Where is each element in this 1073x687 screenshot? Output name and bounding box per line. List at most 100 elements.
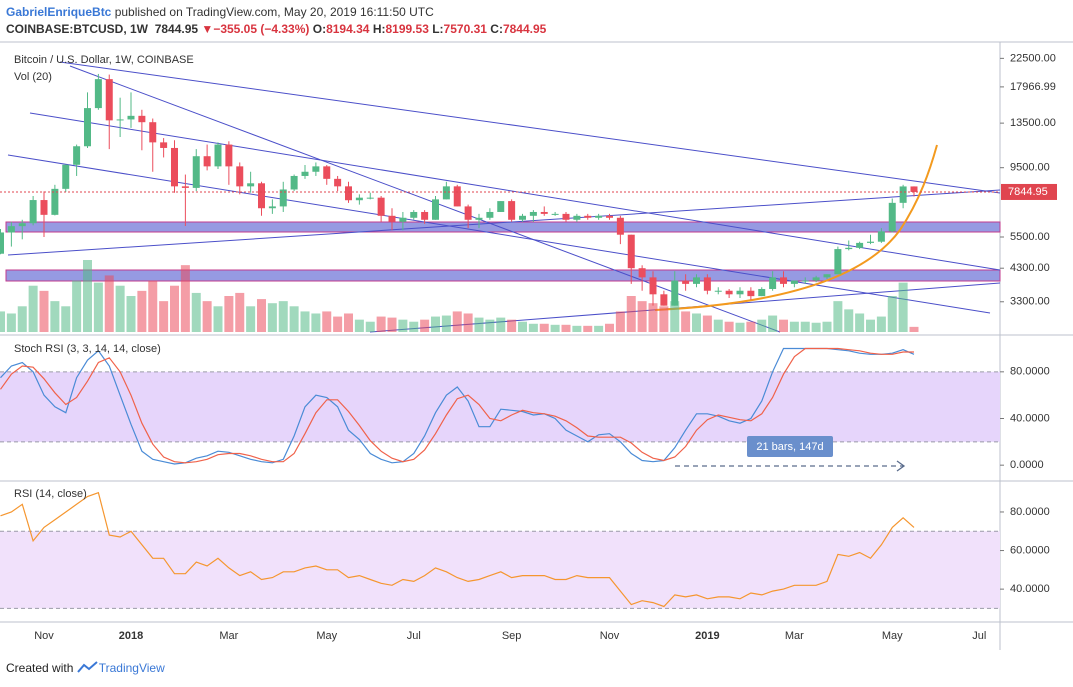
series-line — [0, 347, 915, 465]
candle-body — [0, 232, 4, 254]
y-tick-label: 80.0000 — [1010, 506, 1050, 518]
candle-body — [301, 171, 309, 176]
volume-bar — [659, 306, 669, 332]
volume-bar — [746, 321, 756, 332]
series-line — [0, 347, 914, 464]
volume-bar — [811, 322, 821, 332]
volume-bar — [344, 313, 353, 332]
volume-bar — [420, 319, 430, 332]
logo — [76, 661, 98, 673]
candle-body — [769, 277, 777, 289]
candle-body — [192, 156, 200, 188]
annotation-box — [747, 436, 833, 457]
y-tick-label: 17966.99 — [1010, 81, 1056, 93]
candle-body — [73, 146, 81, 165]
volume-bar — [322, 311, 332, 332]
candle-body — [747, 290, 755, 297]
candle-body — [606, 215, 613, 218]
marks: Nov 2018 Mar May Jul Sep Nov 2019 Mar May Jul 22500… — [0, 52, 1057, 642]
candle-body — [442, 186, 450, 200]
candle-body — [551, 213, 559, 215]
author[interactable]: GabrielEnriqueBtc — [6, 5, 112, 19]
candle-body — [660, 294, 668, 306]
candle-body — [18, 223, 26, 227]
x-tick-label: Mar — [785, 630, 804, 642]
volume-bar — [789, 321, 799, 332]
volume-bar — [833, 301, 843, 332]
y-tick-label: 13500.00 — [1010, 117, 1056, 129]
candle-body — [812, 277, 820, 281]
candle-body — [910, 186, 918, 192]
candle-body — [203, 156, 211, 167]
candle-body — [573, 215, 581, 220]
band — [0, 531, 1000, 609]
y-tick-label: 5500.00 — [1010, 231, 1050, 243]
candle-body — [51, 188, 59, 215]
volume-bar — [17, 306, 27, 332]
volume-bar — [779, 319, 788, 332]
candle-body — [7, 226, 15, 233]
candle-body — [703, 277, 711, 291]
volume-bar — [170, 285, 179, 332]
candle-body — [323, 166, 331, 179]
candle-body — [84, 108, 91, 147]
volume-bar — [191, 292, 201, 332]
volume-bar — [376, 316, 386, 332]
symbol-line: COINBASE:BTCUSD, 1W 7844.95 ▼−355.05 (−4… — [6, 22, 546, 36]
volume-bar — [735, 322, 745, 332]
ohlc-value: 8194.34 — [326, 22, 370, 36]
y-tick-label: 9500.00 — [1010, 162, 1050, 174]
volume-bar — [550, 324, 560, 332]
volume-bar — [713, 319, 723, 332]
y-tick-label: 3300.00 — [1010, 296, 1050, 308]
candle-body — [127, 115, 135, 120]
volume-bar — [354, 319, 364, 332]
volume-bar — [572, 325, 582, 332]
volume-bar — [583, 325, 593, 332]
volume-bar — [909, 326, 919, 332]
candle-body — [116, 119, 124, 121]
volume-bar — [724, 321, 734, 332]
volume-bar — [594, 325, 604, 332]
volume-bar — [757, 319, 767, 332]
volume-bar — [398, 319, 408, 332]
candle-body — [312, 166, 320, 172]
ohlc-label: L: — [432, 22, 444, 36]
volume-bar — [6, 313, 16, 332]
volume-bar — [180, 265, 190, 332]
volume-bar — [104, 275, 114, 332]
volume-bar — [485, 319, 495, 332]
y-tick-label: 40.0000 — [1010, 412, 1050, 424]
candle-body — [432, 199, 439, 220]
ohlc-value: 8199.53 — [385, 22, 429, 36]
candle-body — [258, 183, 265, 209]
candle-body — [877, 231, 885, 242]
chart: Nov 2018 Mar May Jul Sep Nov 2019 Mar May Jul 22500… — [0, 41, 1073, 650]
volume-bar — [768, 315, 778, 332]
candle-body — [823, 274, 831, 278]
pane-title: Stoch RSI (3, 3, 14, 14, close) — [14, 343, 161, 355]
volume-bar — [648, 303, 658, 332]
range-arrow — [675, 460, 906, 472]
pane-title: RSI (14, close) — [14, 488, 87, 500]
candle-body — [160, 142, 168, 148]
volume-bar — [431, 316, 440, 332]
candle-body — [725, 290, 733, 295]
candle-body — [149, 122, 157, 143]
candle-body — [345, 186, 352, 201]
volume-bar — [50, 301, 60, 332]
candle-body — [671, 280, 679, 306]
x-tick-label: Jul — [407, 630, 421, 642]
band — [0, 371, 1000, 442]
symbol: COINBASE:BTCUSD, 1W — [6, 22, 149, 36]
candle-body — [355, 197, 363, 201]
volume-bar — [561, 324, 571, 332]
x-tick-label: 2019 — [695, 630, 719, 642]
candle-body — [464, 206, 472, 220]
volume-bar — [637, 301, 647, 332]
volume-bar — [702, 315, 712, 332]
candle-body — [801, 280, 809, 282]
ohlc-value: 7844.95 — [502, 22, 547, 36]
volume-bar — [278, 301, 288, 332]
x-tick-label: Jul — [972, 630, 986, 642]
